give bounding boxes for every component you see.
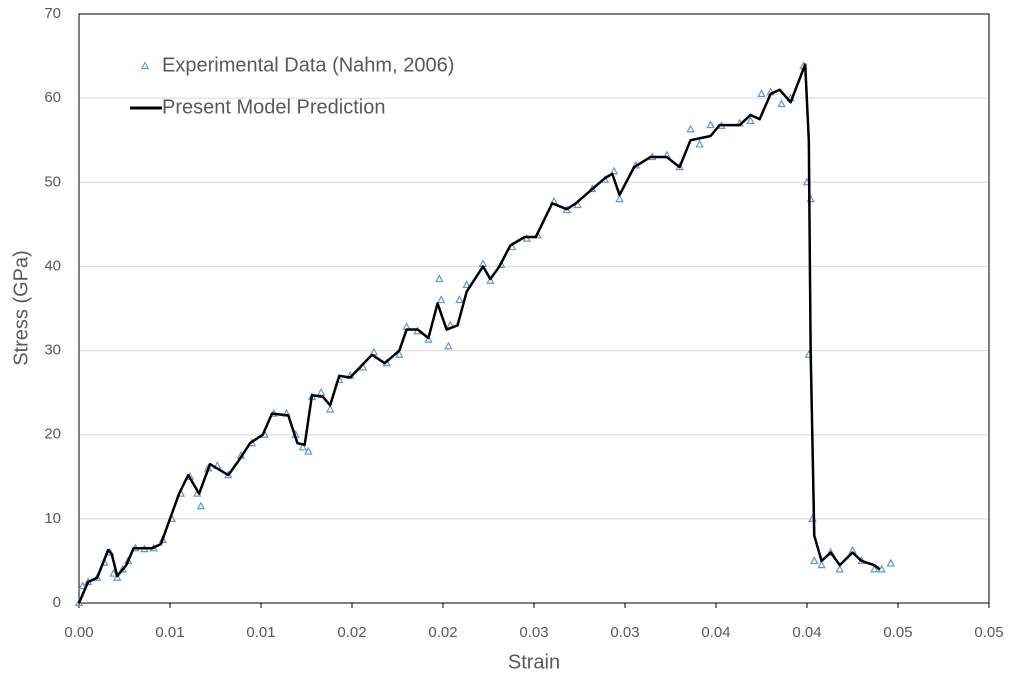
x-tick-label: 0.03	[610, 624, 639, 641]
data-point	[196, 501, 206, 510]
data-point	[886, 558, 895, 567]
y-axis-label: Stress (GPa)	[10, 250, 32, 366]
y-tick-label: 50	[44, 173, 61, 190]
data-point	[113, 572, 122, 581]
x-tick-label: 0.05	[883, 624, 912, 641]
x-tick-label: 0.04	[792, 624, 821, 641]
data-point	[436, 295, 446, 304]
y-tick-label: 40	[44, 257, 61, 274]
x-tick-label: 0.00	[64, 624, 93, 641]
data-point	[395, 350, 404, 358]
data-point	[78, 581, 87, 590]
legend-swatch	[140, 61, 150, 70]
data-point	[835, 564, 844, 573]
data-point	[304, 446, 313, 455]
y-tick-label: 10	[44, 510, 61, 527]
data-point	[817, 560, 826, 569]
data-point	[870, 564, 879, 573]
legend-label: Experimental Data (Nahm, 2006)	[162, 54, 454, 76]
data-point	[435, 274, 444, 283]
y-tick-label: 30	[44, 342, 61, 359]
x-tick-label: 0.05	[974, 624, 1003, 641]
data-point	[316, 387, 326, 396]
model-line	[77, 63, 881, 604]
x-tick-label: 0.01	[155, 624, 184, 641]
y-tick-label: 20	[44, 426, 61, 443]
data-point	[462, 280, 471, 289]
data-point	[706, 120, 715, 129]
data-point	[325, 404, 335, 413]
y-tick-label: 0	[53, 594, 61, 611]
data-point	[609, 166, 619, 175]
data-point	[455, 295, 464, 304]
data-point	[777, 99, 786, 108]
data-point	[615, 194, 624, 203]
data-point	[826, 547, 835, 556]
data-point	[757, 89, 766, 98]
x-tick-label: 0.01	[246, 624, 275, 641]
x-tick-label: 0.03	[519, 624, 548, 641]
data-point	[746, 116, 755, 124]
data-point	[444, 341, 453, 350]
x-tick-label: 0.04	[701, 624, 730, 641]
y-tick-label: 70	[44, 5, 61, 22]
data-point	[695, 139, 704, 148]
x-tick-label: 0.02	[337, 624, 366, 641]
data-point	[298, 442, 308, 451]
data-point	[686, 124, 695, 133]
data-point	[810, 556, 819, 565]
data-point	[424, 334, 433, 343]
legend-label: Present Model Prediction	[162, 96, 385, 118]
y-tick-label: 60	[44, 89, 61, 106]
data-point	[74, 598, 84, 607]
data-point	[486, 275, 495, 284]
x-tick-label: 0.02	[428, 624, 457, 641]
x-axis-label: Strain	[508, 651, 560, 673]
